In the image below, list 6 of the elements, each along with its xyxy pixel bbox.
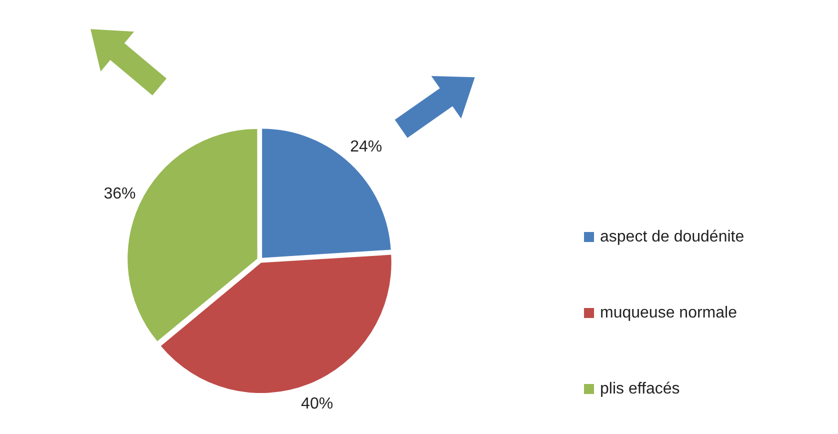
legend-label: plis effacés xyxy=(600,380,680,398)
legend-label: muqueuse normale xyxy=(600,304,738,322)
legend-label: aspect de doudénite xyxy=(600,228,744,246)
data-label: 40% xyxy=(301,396,334,413)
data-label: 36% xyxy=(104,185,136,202)
data-label: 24% xyxy=(350,138,382,156)
